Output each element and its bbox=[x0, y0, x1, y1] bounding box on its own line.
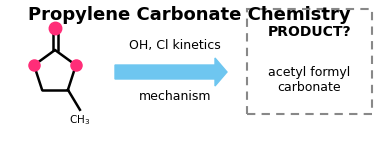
Text: Propylene Carbonate Chemistry: Propylene Carbonate Chemistry bbox=[28, 6, 350, 24]
Text: acetyl formyl
carbonate: acetyl formyl carbonate bbox=[268, 66, 351, 94]
FancyArrow shape bbox=[115, 58, 227, 86]
Text: CH$_3$: CH$_3$ bbox=[69, 113, 91, 127]
Text: mechanism: mechanism bbox=[139, 90, 211, 103]
Bar bbox=[247, 9, 372, 114]
Text: PRODUCT?: PRODUCT? bbox=[268, 25, 351, 39]
Text: OH, Cl kinetics: OH, Cl kinetics bbox=[129, 39, 221, 52]
